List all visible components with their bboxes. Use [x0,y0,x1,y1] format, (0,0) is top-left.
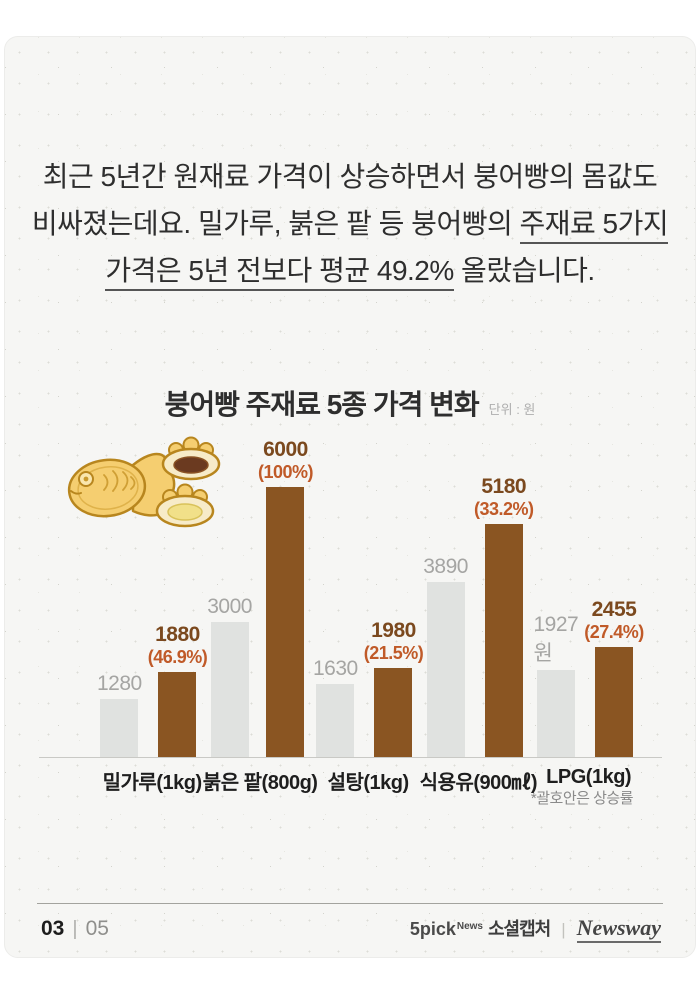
intro-line3-underlined: 가격은 5년 전보다 평균 49.2% [105,255,454,291]
past-price-value-label: 1280 [97,672,142,695]
past-price-column: 1280 [97,672,142,757]
current-price-bar [484,524,523,757]
chart-footnote: *괄호안은 상승률 [530,790,634,807]
brand-news-superscript: News [456,921,483,932]
category-label: 붉은 팥(800g) [202,772,318,794]
footer: 03 | 05 5pick News 소셜캡처 | Newsway [41,915,661,943]
current-price-bar [594,647,633,757]
price-increase-percent: (21.5%) [363,643,424,663]
current-price-value-label: 1880 (46.9%) [148,624,208,668]
current-price-column: 6000 (100%) [257,438,314,757]
current-price-column: 5180 (33.2%) [474,476,534,757]
page-current: 03 [41,917,65,940]
chart-title-row: 붕어빵 주재료 5종 가격 변화 단위 : 원 [5,383,695,423]
current-price-bar [266,487,305,757]
chart-title: 붕어빵 주재료 5종 가격 변화 [164,389,480,420]
current-price-bar [374,668,413,757]
intro-text: 최근 5년간 원재료 가격이 상승하면서 붕어빵의 몸값도 비싸졌는데요. 밀가… [25,153,675,294]
past-price-bar [316,684,355,757]
past-price-bar [100,699,139,757]
current-price-column: 2455 (27.4%) [584,599,644,757]
past-price-value-label: 3890 [423,555,468,578]
bar-group: 3890 5180 (33.2%) 식용유(900㎖) [420,476,538,795]
chart-unit-label: 단위 : 원 [488,402,536,417]
paper-card: 최근 5년간 원재료 가격이 상승하면서 붕어빵의 몸값도 비싸졌는데요. 밀가… [4,36,696,958]
past-price-column: 1927원 [534,613,579,757]
current-price-value-label: 1980 (21.5%) [364,620,424,664]
current-price-column: 1980 (21.5%) [364,620,424,757]
past-price-column: 1630 [313,657,358,757]
fish-pastry-half-cream [155,483,215,528]
price-increase-percent: (100%) [257,462,314,482]
current-price-column: 1880 (46.9%) [148,624,208,757]
past-price-column: 3000 [207,595,252,757]
current-price-number: 1880 [155,623,200,646]
past-price-value-label: 1630 [313,657,358,680]
past-price-bar [536,670,575,757]
newsway-logo: Newsway [576,915,661,943]
page-indicator: 03 | 05 [41,917,109,941]
bar-group: 1630 1980 (21.5%) 설탕(1kg) [313,620,424,795]
fish-pastry-half-redbean [161,436,221,481]
past-price-column: 3890 [423,555,468,757]
brand-social-capture-label: 소셜캡처 [488,919,551,939]
past-price-value-label: 3000 [207,595,252,618]
price-increase-percent: (46.9%) [147,647,208,667]
brand-lockup: 5pick News 소셜캡처 | Newsway [410,915,661,943]
intro-line2-underlined: 주재료 5가지 [519,208,669,244]
current-price-bar [158,672,197,757]
current-price-value-label: 6000 (100%) [257,438,314,483]
page-total: 05 [85,917,109,940]
intro-line1: 최근 5년간 원재료 가격이 상승하면서 붕어빵의 몸값도 [42,161,658,192]
category-label: 밀가루(1kg) [102,772,202,794]
price-increase-percent: (33.2%) [473,499,534,519]
current-price-value-label: 5180 (33.2%) [474,476,534,520]
bar-chart: 1280 1880 (46.9%) 밀가루(1kg) 3000 6000 (100%) 붉은 … [39,437,662,795]
brand-divider: | [561,920,566,939]
current-price-number: 1980 [371,619,416,642]
past-price-bar [426,582,465,757]
current-price-number: 2455 [591,598,637,621]
past-price-bar [210,622,249,757]
bungeoppang-illustration [67,436,221,528]
past-price-value-label: 1927원 [533,613,579,665]
footer-divider-line [37,903,663,904]
current-price-value-label: 2455 (27.4%) [584,599,644,643]
bar-group: 1280 1880 (46.9%) 밀가루(1kg) [97,624,208,795]
price-increase-percent: (27.4%) [584,622,644,642]
category-label: LPG(1kg) [546,766,632,788]
brand-5pick-logo: 5pick [409,919,456,939]
current-price-number: 5180 [481,475,527,498]
intro-line3-post: 올랐습니다. [453,255,595,286]
category-label: 식용유(900㎖) [419,772,538,794]
bar-group: 3000 6000 (100%) 붉은 팥(800g) [203,438,318,795]
bar-group: 1927원 2455 (27.4%) LPG(1kg) [534,599,645,789]
category-label: 설탕(1kg) [327,772,410,794]
page-number-divider: | [72,917,78,940]
current-price-number: 6000 [263,438,308,461]
intro-line2: 비싸졌는데요. 밀가루, 붉은 팥 등 붕어빵의 [31,208,520,239]
